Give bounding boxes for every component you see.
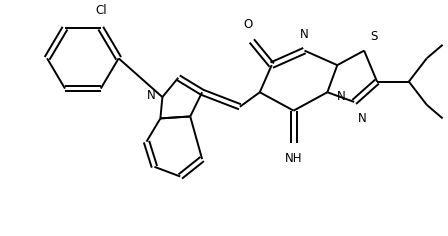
Text: N: N: [300, 28, 309, 41]
Text: S: S: [370, 30, 378, 43]
Text: NH: NH: [285, 152, 302, 165]
Text: O: O: [243, 18, 253, 31]
Text: Cl: Cl: [95, 4, 107, 17]
Text: N: N: [358, 112, 367, 125]
Text: N: N: [146, 89, 155, 102]
Text: N: N: [337, 90, 346, 103]
